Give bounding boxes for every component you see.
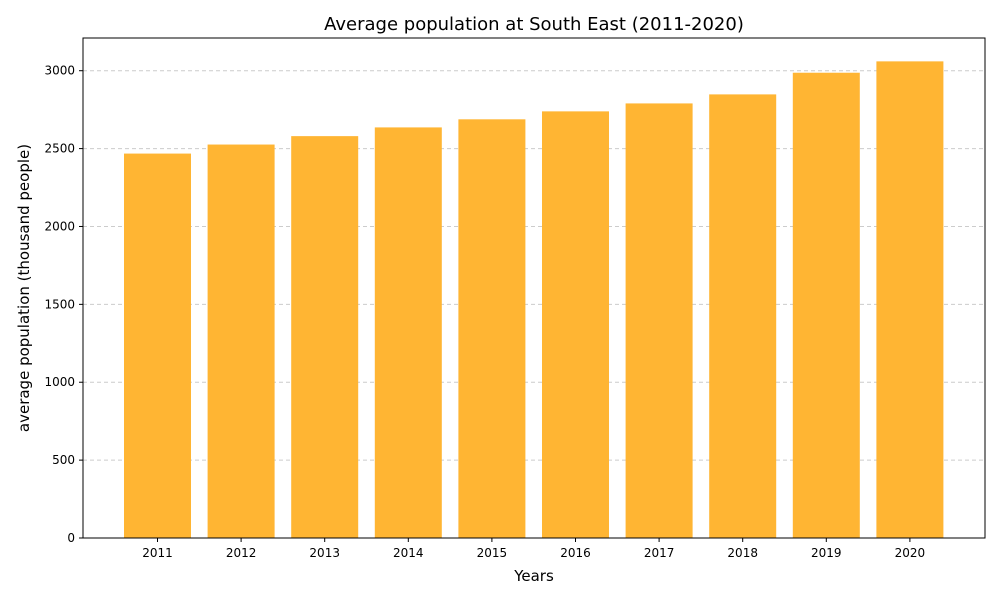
x-tick-label: 2012 (226, 546, 257, 560)
bar (625, 103, 693, 538)
bar (792, 72, 860, 538)
bar (542, 111, 609, 538)
x-tick-label: 2016 (560, 546, 591, 560)
y-tick-label: 2000 (44, 219, 75, 233)
x-axis: 2011 2012 2013 2014 2015 2016 2017 2018 2019 2020 (142, 538, 925, 560)
bar (876, 61, 944, 538)
x-tick-label: 2019 (811, 546, 842, 560)
y-tick-label: 0 (67, 531, 75, 545)
x-tick-label: 2018 (727, 546, 758, 560)
y-axis-label: average population (thousand people) (15, 144, 33, 432)
chart-title: Average population at South East (2011-2… (324, 14, 744, 35)
y-tick-label: 2500 (44, 142, 75, 156)
bars (124, 61, 944, 539)
x-tick-label: 2020 (895, 546, 926, 560)
x-tick-label: 2014 (393, 546, 424, 560)
x-tick-label: 2015 (477, 546, 508, 560)
bar (124, 153, 191, 538)
x-tick-label: 2013 (309, 546, 340, 560)
bar (207, 144, 275, 538)
x-tick-label: 2017 (644, 546, 675, 560)
bar (374, 127, 442, 539)
bar (291, 136, 359, 538)
y-axis: 0 500 1000 1500 2000 2500 3000 (44, 64, 83, 545)
x-axis-label: Years (513, 567, 554, 585)
y-tick-label: 1000 (44, 375, 75, 389)
y-tick-label: 3000 (44, 64, 75, 78)
y-tick-label: 500 (52, 453, 75, 467)
plot-frame (82, 37, 986, 539)
y-tick-label: 1500 (44, 297, 75, 311)
x-tick-label: 2011 (142, 546, 173, 560)
bar (458, 119, 526, 538)
bar (709, 94, 777, 538)
